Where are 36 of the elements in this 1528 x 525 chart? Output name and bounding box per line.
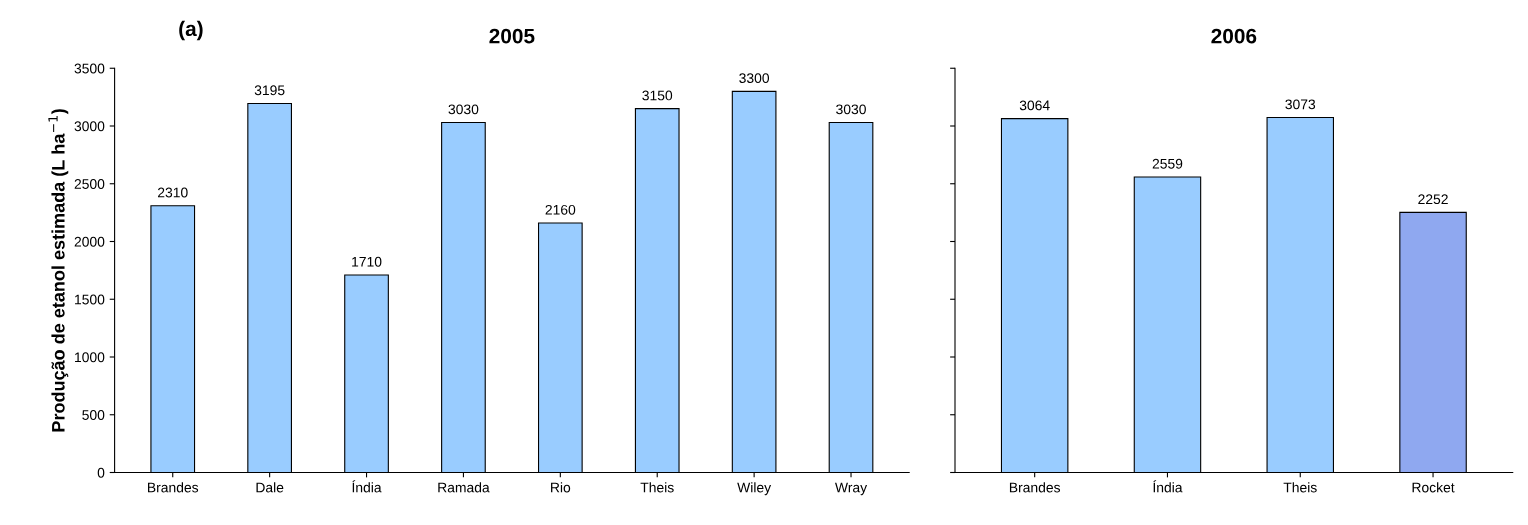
x-tick-label: Índia — [1153, 480, 1183, 493]
y-tick-label: 3500 — [74, 63, 105, 74]
x-tick-label: Brandes — [1009, 482, 1061, 493]
data-label: 2310 — [157, 187, 188, 198]
x-tick-label: Rocket — [1412, 482, 1455, 493]
y-tick-label: 0 — [97, 467, 105, 478]
data-label: 1710 — [352, 256, 382, 267]
x-tick-label: Brandes — [148, 482, 199, 493]
x-tick-label: Dale — [256, 482, 284, 493]
x-tick-label: Wiley — [737, 482, 772, 496]
data-label: 3064 — [1019, 100, 1050, 111]
y-axis-title: Produção de etanol estimada (L ha$^{−1}$) — [48, 109, 69, 432]
x-tick-label: Theis — [1283, 482, 1317, 493]
chart-title: 2006 — [1211, 28, 1257, 44]
x-tick-label: Índia — [352, 480, 382, 493]
x-tick-label: Theis — [640, 482, 674, 493]
chart-title: 2005 — [489, 28, 535, 44]
text: (a) — [179, 20, 203, 41]
x-tick-label: Ramada — [438, 482, 490, 493]
y-tick-label: 1500 — [75, 294, 105, 305]
y-tick-label: 1000 — [75, 352, 105, 363]
y-tick-label: 2500 — [74, 179, 105, 189]
x-tick-label: Wray — [835, 482, 868, 496]
data-label: 2252 — [1418, 194, 1448, 205]
data-label: 3195 — [254, 85, 285, 96]
data-label: 2559 — [1152, 158, 1183, 169]
data-label: 2160 — [545, 204, 576, 215]
data-label: 3150 — [642, 90, 673, 101]
x-tick-label: Rio — [551, 482, 571, 493]
y-tick-label: 3000 — [74, 121, 105, 132]
data-label: 3030 — [836, 104, 866, 115]
data-label: 3030 — [448, 104, 479, 115]
y-tick-label: 2000 — [74, 236, 105, 247]
data-label: 3300 — [739, 73, 770, 84]
y-tick-label: 500 — [82, 410, 105, 420]
data-label: 3073 — [1285, 99, 1316, 110]
